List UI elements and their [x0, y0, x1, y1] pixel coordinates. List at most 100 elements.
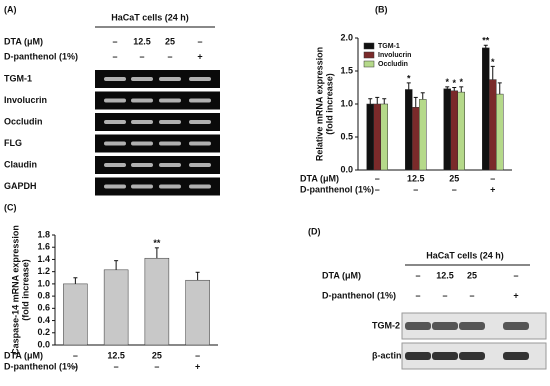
gel-band — [189, 163, 211, 167]
gel-band — [189, 120, 211, 124]
gel-band — [131, 184, 153, 189]
gel-band — [104, 141, 126, 146]
legend-swatch — [363, 60, 375, 68]
condition-value: – — [114, 361, 119, 371]
gel-band — [159, 77, 181, 81]
condition-value: – — [490, 173, 495, 183]
significance: * — [452, 78, 456, 88]
condition-value: 12.5 — [133, 36, 151, 46]
condition-value: – — [197, 36, 202, 46]
bar — [450, 90, 458, 171]
bar — [63, 283, 88, 346]
blot-band — [503, 352, 529, 360]
bar — [489, 79, 497, 171]
significance: * — [491, 57, 495, 67]
blot-band — [503, 322, 529, 330]
blot-row-label: β-actin — [372, 350, 402, 360]
condition-value: 12.5 — [436, 270, 454, 280]
y-tick-label: 0.6 — [37, 303, 50, 313]
bar — [185, 279, 210, 346]
gel-band — [104, 120, 126, 124]
gel-row-label: TGM-1 — [4, 73, 32, 83]
condition-value: – — [167, 51, 172, 61]
condition-value: + — [195, 361, 200, 371]
gel-row-label: Claudin — [4, 159, 37, 169]
condition-value: – — [452, 184, 457, 194]
blot-band — [432, 322, 458, 330]
gel-band — [189, 141, 211, 146]
gel-band — [189, 77, 211, 81]
y-tick-label: 1.0 — [37, 278, 50, 288]
significance: ** — [482, 36, 490, 46]
y-tick-label: 0.2 — [37, 327, 50, 337]
blot-band — [405, 352, 431, 360]
blot-row-label: TGM-2 — [372, 320, 400, 330]
gel-band — [189, 184, 211, 189]
bar — [366, 103, 374, 171]
gel — [95, 113, 220, 131]
blot-band — [459, 352, 485, 360]
condition-value: 12.5 — [107, 350, 125, 360]
condition-value: – — [112, 36, 117, 46]
legend-swatch — [363, 42, 375, 50]
blot-band — [459, 322, 485, 330]
bar — [482, 47, 490, 171]
legend-label: Occludin — [378, 61, 408, 68]
bar — [373, 103, 381, 171]
condition-value: – — [139, 51, 144, 61]
bar — [412, 107, 420, 171]
condition-value: – — [73, 350, 78, 360]
gel-row-label: FLG — [4, 138, 22, 148]
gel-band — [131, 163, 153, 167]
gel-band — [131, 141, 153, 146]
condition-value: – — [442, 290, 447, 300]
condition-label: D-panthenol (1%) — [4, 51, 78, 61]
blot-band — [405, 322, 431, 330]
bar — [103, 269, 129, 346]
panel-label: (B) — [375, 4, 388, 14]
condition-value: 25 — [165, 36, 175, 46]
significance: * — [445, 77, 449, 87]
condition-label: DTA (μM) — [322, 270, 361, 280]
gel-band — [159, 120, 181, 124]
condition-value: + — [490, 184, 495, 194]
condition-value: + — [513, 290, 518, 300]
condition-label: DTA (μM) — [4, 36, 43, 46]
gel-band — [159, 98, 181, 103]
y-axis-title: Caspase-14 mRNA expression — [10, 225, 20, 355]
bar — [405, 89, 413, 171]
y-tick-label: 0.0 — [37, 339, 50, 349]
y-tick-label: 2.0 — [340, 32, 353, 42]
legend-label: TGM-1 — [378, 43, 400, 50]
significance: ** — [153, 238, 161, 248]
condition-value: – — [375, 173, 380, 183]
y-tick-label: 1.5 — [340, 65, 353, 75]
bar — [419, 99, 427, 171]
condition-label: D-panthenol (1%) — [322, 290, 396, 300]
condition-value: – — [513, 270, 518, 280]
condition-value: – — [469, 290, 474, 300]
y-tick-label: 0.4 — [37, 315, 50, 325]
blot-band — [432, 352, 458, 360]
condition-value: + — [197, 51, 202, 61]
gel — [95, 134, 220, 153]
gel-band — [159, 163, 181, 167]
condition-value: – — [375, 184, 380, 194]
condition-label: DTA (μM) — [4, 350, 43, 360]
y-axis-title: Relative mRNA expression — [314, 47, 324, 161]
condition-value: – — [195, 350, 200, 360]
y-tick-label: 1.0 — [340, 98, 353, 108]
gel-band — [104, 184, 126, 189]
condition-label: D-panthenol (1%) — [300, 184, 374, 194]
gel-band — [131, 120, 153, 124]
gel-band — [159, 184, 181, 189]
header: HaCaT cells (24 h) — [111, 12, 189, 22]
gel-band — [104, 98, 126, 103]
legend-swatch — [363, 51, 375, 59]
condition-value: – — [73, 361, 78, 371]
condition-value: – — [415, 270, 420, 280]
significance: * — [459, 77, 463, 87]
y-tick-label: 1.6 — [37, 242, 50, 252]
